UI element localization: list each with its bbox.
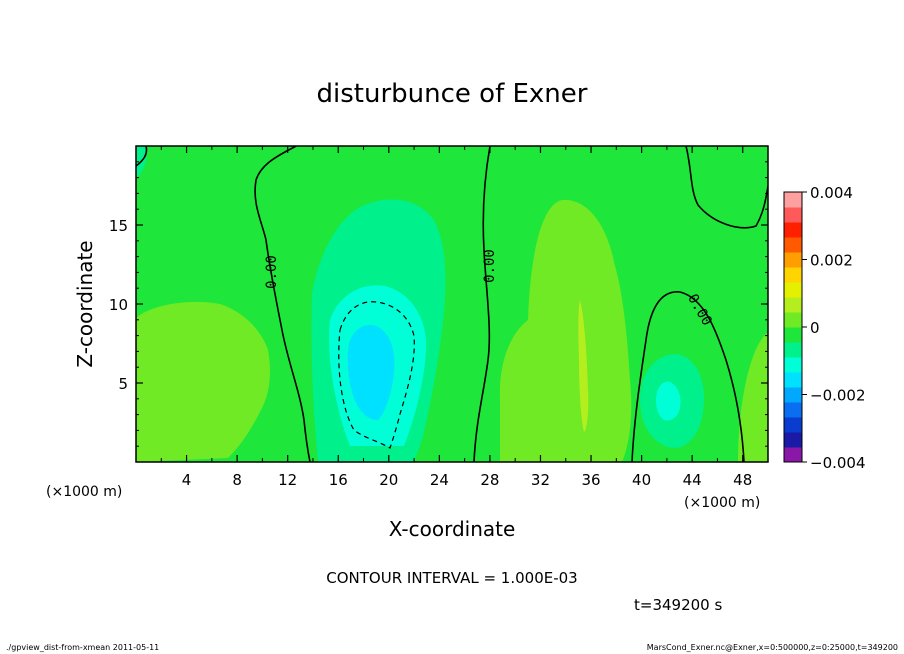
colorbar-cell-10 [784, 297, 802, 313]
colorbar-cell-13 [784, 252, 802, 268]
negative-core-right [656, 381, 681, 421]
positive-region-center [499, 199, 632, 462]
contour-interval: CONTOUR INTERVAL = 1.000E-03 [326, 569, 577, 587]
colorbar-cell-4 [784, 387, 802, 403]
colorbar-cells [784, 192, 802, 463]
x-tick-label-6: 28 [480, 471, 499, 489]
x-tick-label-11: 48 [733, 471, 752, 489]
plot-area: 0.00 0.00 0.00 4 8 12 16 20 24 28 32 36 40 44 48 51… [109, 145, 769, 489]
colorbar: 0.004 0.002 0 −0.002 −0.004 [783, 184, 866, 472]
zero-contour-2 [473, 146, 491, 462]
colorbar-cell-15 [784, 222, 802, 238]
colorbar-ticks: 0.004 0.002 0 −0.002 −0.004 [802, 184, 866, 472]
x-tick-label-10: 44 [683, 471, 702, 489]
x-tick-label-1: 8 [232, 471, 242, 489]
y-tick-label-1: 10 [109, 296, 128, 314]
contour-label-1: 0.00 [264, 255, 280, 289]
x-tick-label-3: 16 [329, 471, 348, 489]
colorbar-cell-12 [784, 267, 802, 283]
colorbar-cell-3 [784, 402, 802, 418]
x-axis-label: X-coordinate [389, 517, 516, 541]
negative-peak-center [347, 325, 395, 420]
x-tick-label-4: 20 [379, 471, 398, 489]
z-axis-unit: (×1000 m) [46, 484, 122, 500]
zero-contours [136, 146, 768, 462]
y-tick-label-2: 15 [109, 217, 128, 235]
chart-title: disturbunce of Exner [317, 79, 588, 109]
x-tick-label-0: 4 [182, 471, 192, 489]
colorbar-tick-label-2: 0 [810, 319, 820, 337]
y-axis-ticks: 5 10 15 [109, 161, 768, 447]
x-tick-label-8: 36 [581, 471, 600, 489]
colorbar-cell-5 [784, 372, 802, 388]
colorbar-cell-6 [784, 357, 802, 373]
x-tick-label-5: 24 [430, 471, 449, 489]
colorbar-cell-7 [784, 342, 802, 358]
colorbar-tick-label-3: −0.002 [810, 387, 866, 405]
zero-contour-5 [136, 146, 148, 167]
positive-region-left [136, 301, 270, 462]
colorbar-cell-14 [784, 237, 802, 253]
colorbar-cell-17 [784, 192, 802, 208]
zero-contour-3 [631, 291, 745, 462]
y-axis-label: Z-coordinate [73, 240, 97, 367]
footer-left: ./gpview_dist-from-xmean 2011-05-11 [6, 643, 159, 652]
colorbar-tick-label-1: 0.002 [810, 252, 853, 270]
colorbar-cell-9 [784, 312, 802, 328]
colorbar-tick-label-4: −0.004 [810, 454, 866, 472]
x-tick-label-2: 12 [278, 471, 297, 489]
colorbar-tick-label-0: 0.004 [810, 184, 853, 202]
x-tick-label-7: 32 [531, 471, 550, 489]
x-axis-unit: (×1000 m) [684, 495, 760, 511]
colorbar-cell-11 [784, 282, 802, 298]
colorbar-cell-8 [784, 327, 802, 343]
x-axis-ticks: 4 8 12 16 20 24 28 32 36 40 44 48 [160, 146, 752, 489]
colorbar-cell-1 [784, 432, 802, 448]
x-tick-label-9: 40 [632, 471, 651, 489]
positive-region-right [738, 332, 768, 462]
colorbar-cell-0 [784, 447, 802, 463]
footer-right: MarsCond_Exner.nc@Exner,x=0:500000,z=0:2… [647, 643, 898, 652]
time-stamp: t=349200 s [634, 596, 722, 614]
contour-label-2: 0.00 [482, 249, 498, 283]
zero-contour-1 [254, 146, 311, 462]
colorbar-cell-2 [784, 417, 802, 433]
colorbar-cell-16 [784, 207, 802, 223]
positive-core-center [578, 300, 589, 432]
y-tick-label-0: 5 [118, 375, 128, 393]
negative-contour [338, 301, 415, 449]
zero-contour-4 [685, 146, 768, 229]
